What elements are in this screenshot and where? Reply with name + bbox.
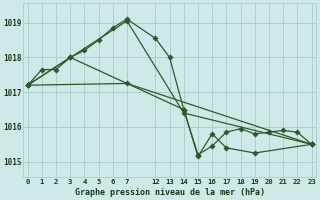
X-axis label: Graphe pression niveau de la mer (hPa): Graphe pression niveau de la mer (hPa) xyxy=(75,188,265,197)
